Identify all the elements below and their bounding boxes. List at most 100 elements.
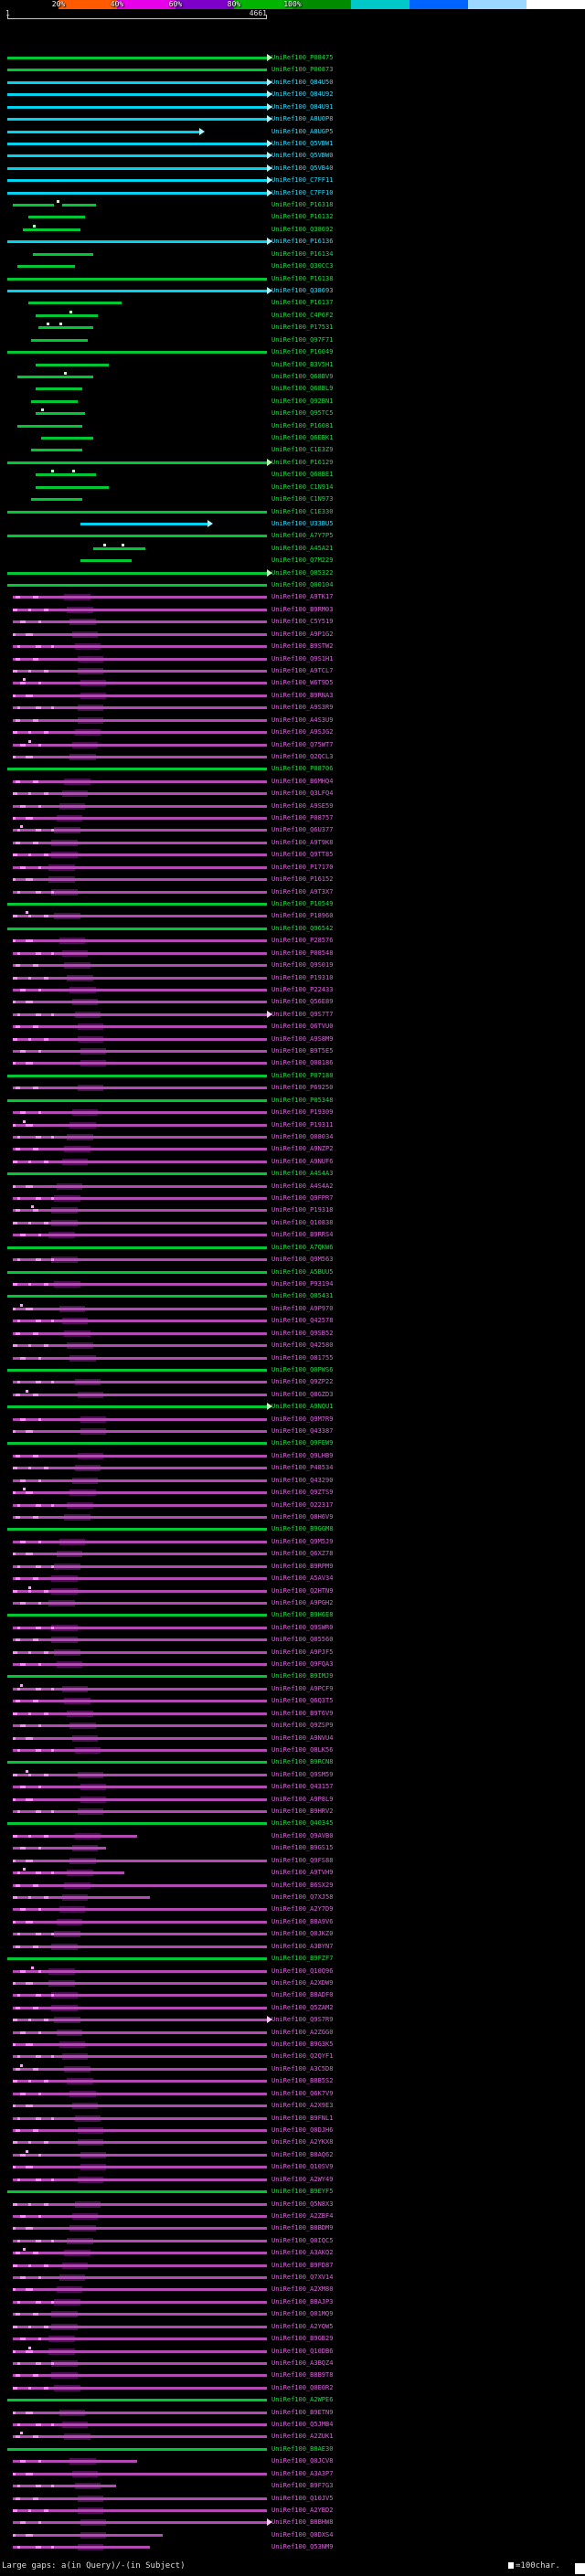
alignment-row[interactable]: UniRef100_O81755 [0, 1352, 585, 1363]
hit-label[interactable]: UniRef100_B8AE30 [271, 2444, 334, 2453]
alignment-row[interactable]: UniRef100_A8UGP5 [0, 125, 585, 137]
alignment-row[interactable]: UniRef100_P93194 [0, 1277, 585, 1289]
hit-label[interactable]: UniRef100_Q2QYF1 [271, 2052, 334, 2061]
alignment-row[interactable]: UniRef100_Q0PWS6 [0, 1363, 585, 1375]
hit-label[interactable]: UniRef100_Q8GZD3 [271, 1390, 334, 1398]
alignment-row[interactable]: UniRef100_U33BU5 [0, 517, 585, 529]
hit-label[interactable]: UniRef100_P22433 [271, 985, 334, 993]
hit-label[interactable]: UniRef100_P16138 [271, 274, 334, 282]
alignment-row[interactable]: UniRef100_Q9FEW9 [0, 1436, 585, 1448]
alignment-row[interactable]: UniRef100_A9P8L9 [0, 1793, 585, 1805]
alignment-row[interactable]: UniRef100_P16137 [0, 296, 585, 308]
hit-label[interactable]: UniRef100_Q6XZ78 [271, 1550, 334, 1558]
alignment-row[interactable]: UniRef100_B9RM03 [0, 603, 585, 615]
hit-label[interactable]: UniRef100_A9TK17 [271, 593, 334, 601]
hit-label[interactable]: UniRef100_P07180 [271, 1071, 334, 1079]
hit-label[interactable]: UniRef100_Q9S7R9 [271, 2016, 334, 2024]
alignment-row[interactable]: UniRef100_Q30CC3 [0, 260, 585, 271]
alignment-row[interactable]: UniRef100_P16136 [0, 235, 585, 247]
alignment-row[interactable]: UniRef100_P16081 [0, 419, 585, 431]
alignment-row[interactable]: UniRef100_A9SJG2 [0, 726, 585, 737]
alignment-row[interactable]: UniRef100_B9RPM9 [0, 1560, 585, 1572]
alignment-row[interactable]: UniRef100_B9FD87 [0, 2259, 585, 2271]
alignment-row[interactable]: UniRef100_P16318 [0, 198, 585, 210]
alignment-row[interactable]: UniRef100_A2ZUK1 [0, 2430, 585, 2442]
alignment-row[interactable]: UniRef100_Q9TT85 [0, 848, 585, 860]
alignment-row[interactable]: UniRef100_A2WPE6 [0, 2393, 585, 2405]
alignment-row[interactable]: UniRef100_Q5VBW0 [0, 149, 585, 161]
hit-label[interactable]: UniRef100_Q08186 [271, 1059, 334, 1067]
hit-label[interactable]: UniRef100_Q6TVU0 [271, 1023, 334, 1031]
alignment-row[interactable]: UniRef100_Q6XZ78 [0, 1547, 585, 1559]
alignment-row[interactable]: UniRef100_B8B9T8 [0, 2369, 585, 2380]
hit-label[interactable]: UniRef100_Q10JV5 [271, 2494, 334, 2502]
alignment-row[interactable]: UniRef100_A7QKW6 [0, 1241, 585, 1253]
alignment-row[interactable]: UniRef100_P19310 [0, 971, 585, 983]
alignment-row[interactable]: UniRef100_C7FF11 [0, 174, 585, 186]
alignment-row[interactable]: UniRef100_A7Y7P5 [0, 529, 585, 541]
hit-label[interactable]: UniRef100_Q5VB40 [271, 164, 334, 172]
hit-label[interactable]: UniRef100_A2ZBF4 [271, 2211, 334, 2220]
hit-label[interactable]: UniRef100_B9GS15 [271, 1844, 334, 1852]
hit-label[interactable]: UniRef100_A8U0P8 [271, 115, 334, 123]
hit-label[interactable]: UniRef100_B9IMJ9 [271, 1672, 334, 1680]
hit-label[interactable]: UniRef100_Q95TC5 [271, 409, 334, 418]
alignment-row[interactable]: UniRef100_Q42578 [0, 1314, 585, 1326]
hit-label[interactable]: UniRef100_Q0JCV8 [271, 2457, 334, 2465]
hit-label[interactable]: UniRef100_Q10SV9 [271, 2163, 334, 2171]
hit-label[interactable]: UniRef100_B8A9V6 [271, 1917, 334, 1925]
hit-label[interactable]: UniRef100_A9SE59 [271, 801, 334, 810]
hit-label[interactable]: UniRef100_A9S3R9 [271, 704, 334, 712]
alignment-row[interactable]: UniRef100_B9ETN9 [0, 2406, 585, 2418]
alignment-row[interactable]: UniRef100_Q0DJH6 [0, 2124, 585, 2136]
alignment-row[interactable]: UniRef100_A4S4A3 [0, 1167, 585, 1179]
alignment-row[interactable]: UniRef100_Q56E89 [0, 995, 585, 1007]
alignment-row[interactable]: UniRef100_Q2QYF1 [0, 2050, 585, 2062]
alignment-row[interactable]: UniRef100_P48534 [0, 1461, 585, 1473]
hit-label[interactable]: UniRef100_B9RPM9 [271, 1562, 334, 1570]
hit-label[interactable]: UniRef100_Q38692 [271, 225, 334, 233]
hit-label[interactable]: UniRef100_Q84U92 [271, 90, 334, 99]
alignment-row[interactable]: UniRef100_A9NUF6 [0, 1155, 585, 1167]
alignment-row[interactable]: UniRef100_Q9M5J9 [0, 1535, 585, 1547]
hit-label[interactable]: UniRef100_B9FNL1 [271, 2114, 334, 2122]
hit-label[interactable]: UniRef100_A9TCL7 [271, 667, 334, 674]
alignment-row[interactable]: UniRef100_B8A9V6 [0, 1915, 585, 1927]
hit-label[interactable]: UniRef100_Q7XV14 [271, 2274, 334, 2282]
alignment-row[interactable]: UniRef100_P16049 [0, 345, 585, 357]
alignment-row[interactable]: UniRef100_W6T9D5 [0, 676, 585, 688]
hit-label[interactable]: UniRef100_A2YQW5 [271, 2322, 334, 2330]
alignment-row[interactable]: UniRef100_P05348 [0, 1094, 585, 1106]
hit-label[interactable]: UniRef100_A9PJF5 [271, 1648, 334, 1656]
hit-label[interactable]: UniRef100_P08475 [271, 54, 334, 61]
hit-label[interactable]: UniRef100_Q9M7R9 [271, 1415, 334, 1423]
alignment-row[interactable]: UniRef100_B9GS15 [0, 1841, 585, 1853]
hit-label[interactable]: UniRef100_A3A3P7 [271, 2469, 334, 2477]
hit-label[interactable]: UniRef100_Q0PWS6 [271, 1365, 334, 1373]
hit-label[interactable]: UniRef100_A3BQZ4 [271, 2359, 334, 2367]
hit-label[interactable]: UniRef100_A9NZP2 [271, 1145, 334, 1153]
hit-label[interactable]: UniRef100_P00873 [271, 66, 334, 74]
hit-label[interactable]: UniRef100_B3V5H1 [271, 360, 334, 368]
hit-label[interactable]: UniRef100_B9FZF7 [271, 1955, 334, 1963]
alignment-row[interactable]: UniRef100_A2YBD2 [0, 2504, 585, 2516]
alignment-row[interactable]: UniRef100_A2Y7D9 [0, 1903, 585, 1914]
hit-label[interactable]: UniRef100_Q0IQC5 [271, 2236, 334, 2244]
hit-label[interactable]: UniRef100_A9PGH2 [271, 1598, 334, 1606]
alignment-row[interactable]: UniRef100_Q9SWR0 [0, 1621, 585, 1633]
hit-label[interactable]: UniRef100_B9GB29 [271, 2335, 334, 2343]
hit-label[interactable]: UniRef100_P48534 [271, 1464, 334, 1472]
hit-label[interactable]: UniRef100_A9PCF9 [271, 1684, 334, 1692]
hit-label[interactable]: UniRef100_A2ZGG0 [271, 2028, 334, 2036]
alignment-row[interactable]: UniRef100_Q68BV9 [0, 370, 585, 382]
hit-label[interactable]: UniRef100_Q38693 [271, 286, 334, 294]
hit-label[interactable]: UniRef100_A3AKQ2 [271, 2249, 334, 2257]
alignment-row[interactable]: UniRef100_B3V5H1 [0, 358, 585, 370]
alignment-row[interactable]: UniRef100_Q95TC5 [0, 407, 585, 419]
alignment-row[interactable]: UniRef100_A9PCF9 [0, 1682, 585, 1694]
hit-label[interactable]: UniRef100_P28576 [271, 937, 334, 945]
alignment-row[interactable]: UniRef100_Q9S019 [0, 959, 585, 970]
hit-label[interactable]: UniRef100_A3BYN7 [271, 1942, 334, 1950]
hit-label[interactable]: UniRef100_Q9ZP22 [271, 1378, 334, 1386]
alignment-row[interactable]: UniRef100_A8U0P8 [0, 112, 585, 124]
